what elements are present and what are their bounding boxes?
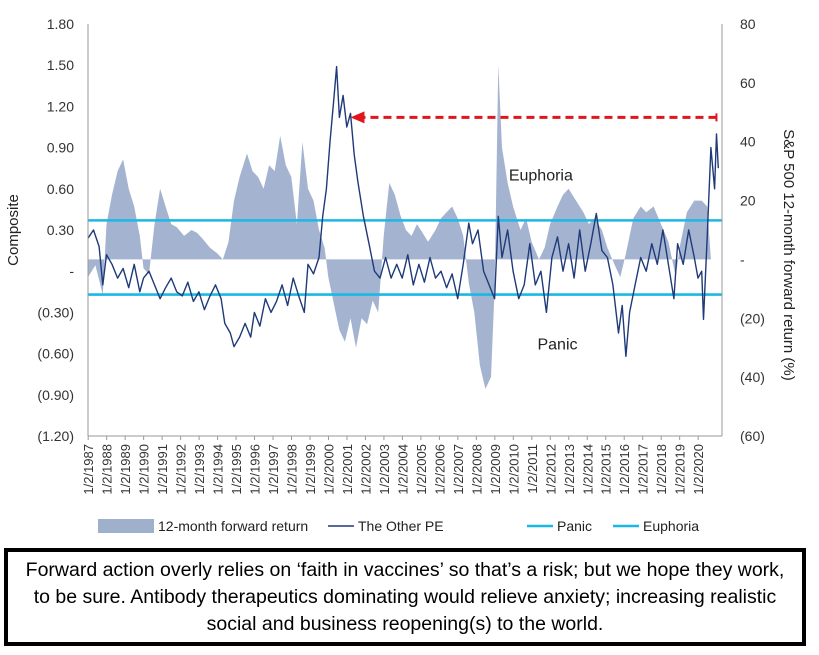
x-tick-label: 1/2/1999 [303, 444, 318, 495]
x-tick-label: 1/2/2017 [636, 444, 651, 495]
y-right-tick-label: 20 [740, 193, 756, 209]
x-tick-label: 1/2/2016 [617, 444, 632, 495]
legend-label: The Other PE [358, 518, 444, 534]
y-left-tick-label: 0.30 [47, 222, 74, 238]
y-right-tick-label: 40 [740, 134, 756, 150]
y-right-tick-label: (40) [740, 369, 765, 385]
x-tick-label: 1/2/2018 [654, 444, 669, 495]
x-tick-label: 1/2/2005 [414, 444, 429, 495]
x-tick-label: 1/2/1988 [100, 444, 115, 495]
series-line-the-other-pe [87, 65, 719, 357]
x-tick-label: 1/2/2014 [580, 444, 595, 495]
x-tick-label: 1/2/2001 [340, 444, 355, 495]
x-tick-label: 1/2/2003 [377, 444, 392, 495]
y-left-tick-label: 1.50 [47, 57, 74, 73]
axes: 1.80 1.50 1.20 0.90 0.60 0.30 - (0.30) (0.60) (0.… [5, 16, 797, 495]
x-tick-label: 1/2/2000 [321, 444, 336, 495]
series-area-12-month-forward-return [88, 65, 711, 389]
x-tick-label: 1/2/2010 [506, 444, 521, 495]
y-left-tick-label: (0.90) [37, 387, 74, 403]
y-left-tick-label: (1.20) [37, 428, 74, 444]
y-right-tick-label: 60 [740, 75, 756, 91]
x-tick-label: 1/2/2011 [525, 444, 540, 494]
y-left-tick-label: 0.90 [47, 140, 74, 156]
x-tick-label: 1/2/1997 [266, 444, 281, 495]
legend-label: 12-month forward return [158, 518, 308, 534]
x-tick-label: 1/2/2007 [451, 444, 466, 495]
y-right-tick-label: 80 [740, 16, 756, 32]
legend-label: Panic [557, 518, 592, 534]
chart: 1.80 1.50 1.20 0.90 0.60 0.30 - (0.30) (0.60) (0.… [5, 16, 797, 534]
x-tick-label: 1/2/1994 [211, 444, 226, 495]
y-right-tick-label: (20) [740, 310, 765, 326]
x-tick-label: 1/2/2009 [488, 444, 503, 495]
y-right-tick-label: (60) [740, 428, 765, 444]
x-tick-label: 1/2/1993 [192, 444, 207, 495]
x-tick-label: 1/2/2002 [358, 444, 373, 495]
x-tick-label: 1/2/2019 [673, 444, 688, 495]
annotations: Euphoria Panic [509, 168, 578, 354]
y-left-tick-label: (0.60) [37, 346, 74, 362]
annotation-panic: Panic [537, 336, 577, 353]
legend-swatch-area [98, 519, 154, 533]
x-tick-label: 1/2/1989 [118, 444, 133, 495]
threshold-lines [88, 219, 722, 296]
x-tick-label: 1/2/2015 [599, 444, 614, 495]
x-tick-label: 1/2/1995 [229, 444, 244, 495]
x-tick-label: 1/2/2004 [395, 444, 410, 495]
x-tick-label: 1/2/2020 [691, 444, 706, 495]
x-tick-label: 1/2/1992 [174, 444, 189, 495]
y-right-axis-label: S&P 500 12-month forward return (%) [780, 129, 797, 381]
y-left-tick-label: (0.30) [37, 304, 74, 320]
y-left-tick-label: - [69, 263, 74, 279]
x-tick-label: 1/2/1987 [81, 444, 96, 495]
arrow-head [350, 111, 365, 124]
x-tick-label: 1/2/2013 [562, 444, 577, 495]
x-tick-label: 1/2/2008 [469, 444, 484, 495]
y-left-tick-label: 1.80 [47, 16, 74, 32]
caption-text: Forward action overly relies on ‘faith i… [25, 558, 785, 635]
y-left-tick-label: 0.60 [47, 181, 74, 197]
highlight-arrow [350, 111, 718, 124]
y-left-tick-label: 1.20 [47, 98, 74, 114]
other-pe-line-group [87, 65, 719, 357]
legend-label: Euphoria [643, 518, 699, 534]
y-left-axis-label: Composite [5, 194, 22, 266]
legend: 12-month forward return The Other PE Panic… [98, 518, 699, 534]
x-tick-label: 1/2/1990 [137, 444, 152, 495]
x-tick-label: 1/2/1996 [248, 444, 263, 495]
x-tick-label: 1/2/1998 [285, 444, 300, 495]
y-right-tick-label: - [740, 251, 745, 267]
annotation-euphoria: Euphoria [509, 168, 573, 185]
forward-return-area [88, 65, 711, 389]
x-tick-label: 1/2/1991 [155, 444, 170, 495]
caption-box: Forward action overly relies on ‘faith i… [4, 548, 806, 646]
x-tick-label: 1/2/2006 [432, 444, 447, 495]
x-tick-label: 1/2/2012 [543, 444, 558, 495]
